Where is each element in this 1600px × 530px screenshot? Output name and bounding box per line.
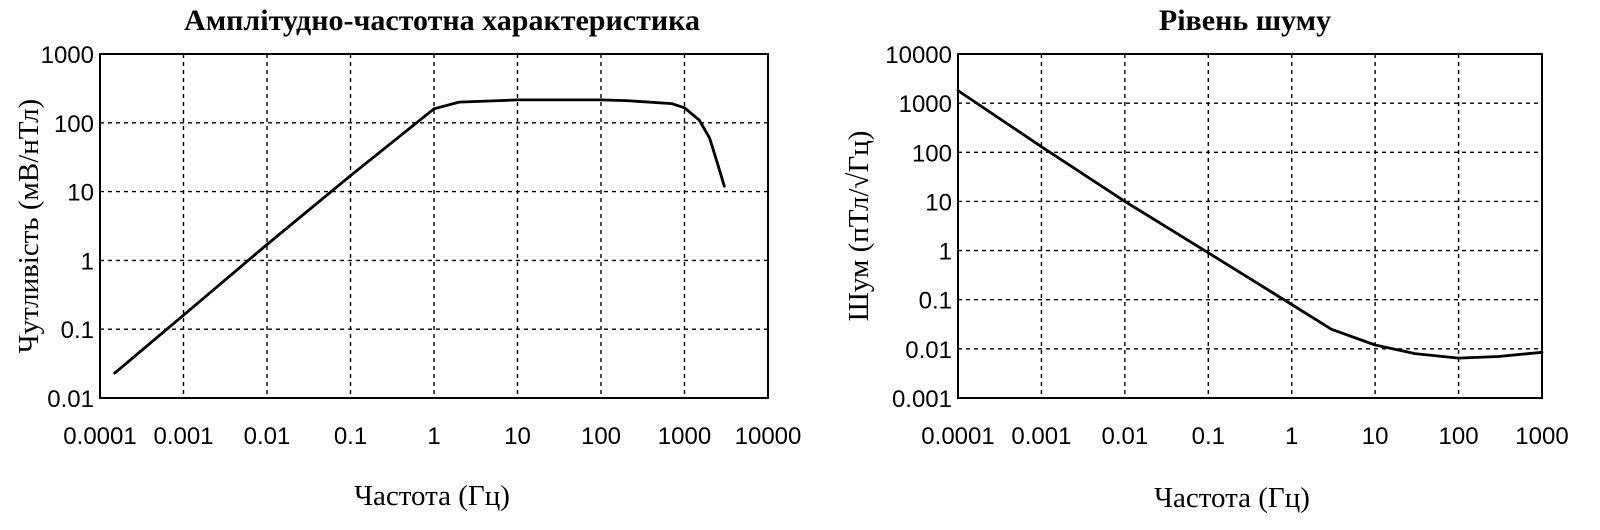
right-chart-y-tick-label: 1 xyxy=(939,239,952,266)
left-chart-x-tick-label: 1000 xyxy=(658,423,711,450)
left-chart-x-tick-label: 10000 xyxy=(735,423,802,450)
left-chart-y-tick-label: 1000 xyxy=(41,42,94,69)
right-chart-y-tick-label: 0.001 xyxy=(892,386,952,413)
right-chart-x-tick-label: 0.0001 xyxy=(921,423,994,450)
left-chart-x-tick-label: 1 xyxy=(427,423,440,450)
right-chart-x-tick-label: 1 xyxy=(1285,423,1298,450)
right-chart-x-tick-label: 0.001 xyxy=(1011,423,1071,450)
right-chart-x-tick-label: 1000 xyxy=(1515,423,1568,450)
right-chart-y-tick-label: 0.1 xyxy=(919,288,952,315)
left-chart-x-ticks: 0.0001 0.001 0.01 0.1 1 10 100 1000 10000 xyxy=(63,423,801,450)
right-chart-x-axis-label: Частота (Гц) xyxy=(1154,482,1310,514)
left-chart-x-tick-label: 0.1 xyxy=(334,423,367,450)
right-chart-x-tick-label: 100 xyxy=(1439,423,1479,450)
right-chart: Рівень шуму 0.0001 0.001 0.01 0.1 1 10 100 1000… xyxy=(843,4,1569,514)
right-chart-y-tick-label: 10 xyxy=(925,189,952,216)
right-chart-y-tick-label: 10000 xyxy=(885,42,952,69)
right-chart-y-tick-label: 0.01 xyxy=(905,337,952,364)
left-chart: Амплітудно-частотна характеристика 0.000… xyxy=(13,4,801,512)
right-chart-series xyxy=(956,89,1544,360)
left-chart-x-tick-label: 100 xyxy=(581,423,621,450)
left-chart-title: Амплітудно-частотна характеристика xyxy=(184,4,700,37)
left-chart-y-tick-label: 10 xyxy=(67,180,94,207)
right-chart-plot-area xyxy=(957,53,1543,399)
left-chart-y-tick-label: 0.1 xyxy=(61,317,94,344)
left-chart-x-tick-label: 10 xyxy=(504,423,531,450)
right-chart-x-tick-label: 10 xyxy=(1362,423,1389,450)
right-chart-y-tick-label: 100 xyxy=(912,140,952,167)
left-chart-x-tick-label: 0.01 xyxy=(244,423,291,450)
left-chart-grid xyxy=(100,54,768,398)
right-chart-grid xyxy=(958,54,1542,398)
right-chart-series-line xyxy=(956,89,1544,360)
left-chart-y-tick-label: 1 xyxy=(81,248,94,275)
right-chart-y-ticks: 0.001 0.01 0.1 1 10 100 1000 10000 xyxy=(885,42,952,413)
left-chart-x-tick-label: 0.001 xyxy=(153,423,213,450)
right-chart-x-ticks: 0.0001 0.001 0.01 0.1 1 10 100 1000 xyxy=(921,423,1568,450)
right-chart-y-tick-label: 1000 xyxy=(899,91,952,118)
left-chart-series xyxy=(113,98,726,375)
right-chart-x-tick-label: 0.1 xyxy=(1192,423,1225,450)
left-chart-y-tick-label: 100 xyxy=(54,111,94,138)
left-chart-plot-area xyxy=(99,53,769,399)
left-chart-x-tick-label: 0.0001 xyxy=(63,423,136,450)
left-chart-y-ticks: 0.01 0.1 1 10 100 1000 xyxy=(41,42,94,413)
left-chart-y-axis-label: Чутливість (мВ/нТл) xyxy=(13,99,45,353)
left-chart-y-tick-label: 0.01 xyxy=(47,386,94,413)
right-chart-title: Рівень шуму xyxy=(1159,4,1331,37)
left-chart-series-line xyxy=(113,98,726,375)
right-chart-y-axis-label: Шум (пТл/√Гц) xyxy=(843,131,875,322)
right-chart-x-tick-label: 0.01 xyxy=(1101,423,1148,450)
left-chart-x-axis-label: Частота (Гц) xyxy=(354,480,510,512)
